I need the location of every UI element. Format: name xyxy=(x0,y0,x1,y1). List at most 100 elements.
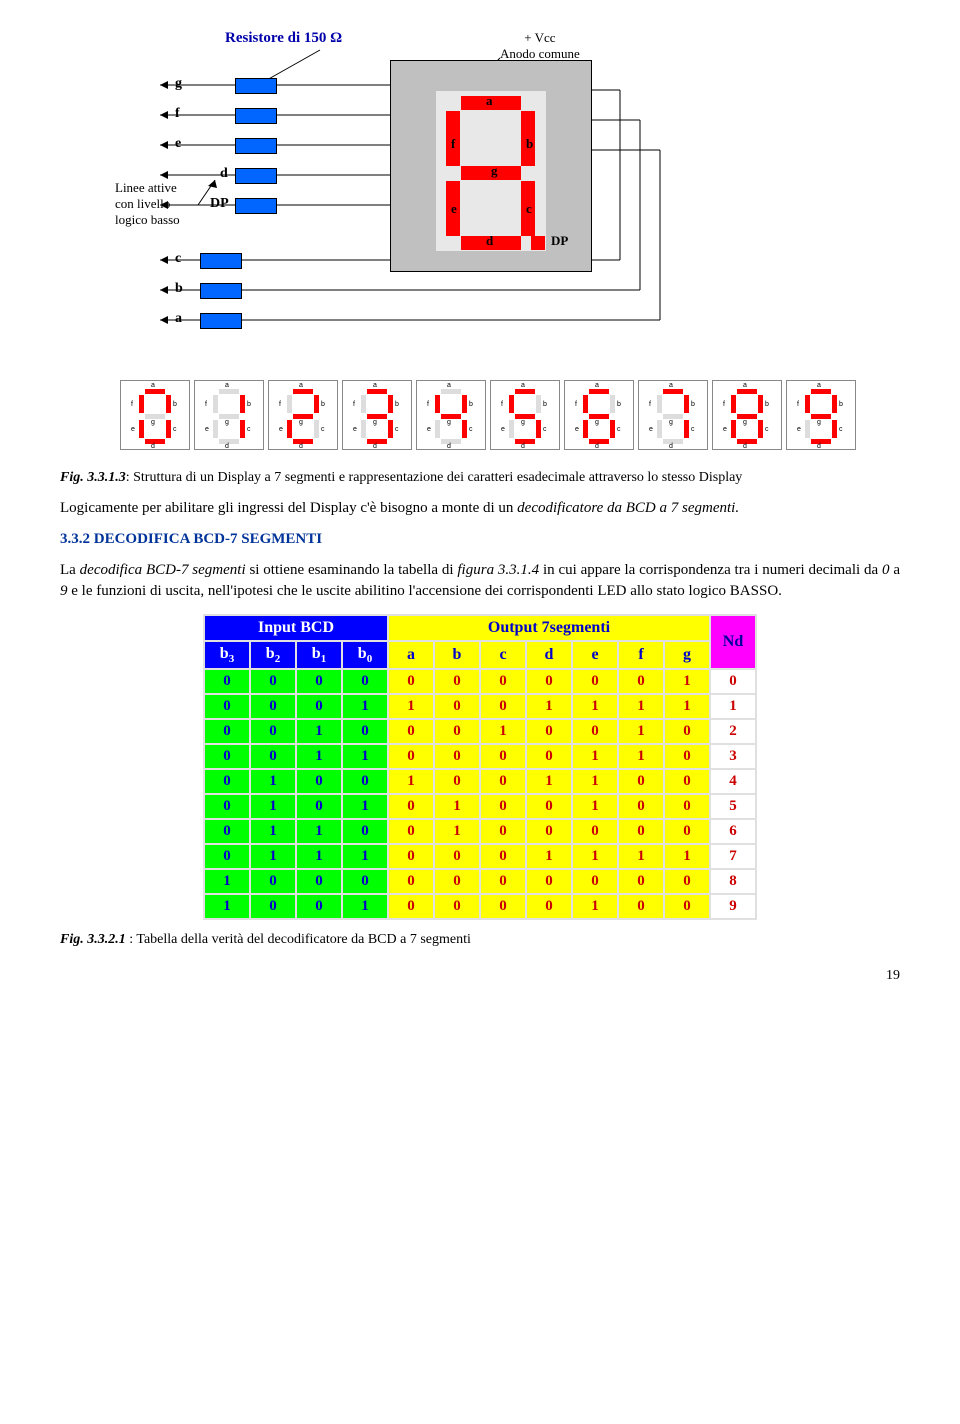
mini-seg-c xyxy=(684,420,689,438)
figure-caption-1: Fig. 3.3.1.3: Struttura di un Display a … xyxy=(60,470,900,486)
mini-seg-e xyxy=(361,420,366,438)
mini-seg-f xyxy=(435,395,440,413)
seg-label-dp: DP xyxy=(551,233,568,249)
figure-caption-2: Fig. 3.3.2.1 : Tabella della verità del … xyxy=(60,932,900,948)
mini-display-3: abcdefg xyxy=(342,380,412,450)
mini-seg-g xyxy=(145,414,165,419)
mini-seg-g xyxy=(515,414,535,419)
mini-seg-d xyxy=(441,439,461,444)
in-a: a xyxy=(175,311,182,327)
resistor-b xyxy=(200,283,242,299)
seg-label-g: g xyxy=(491,163,498,179)
mini-seg-b xyxy=(758,395,763,413)
in-g: g xyxy=(175,76,182,92)
mini-seg-b xyxy=(610,395,615,413)
mini-seg-d xyxy=(145,439,165,444)
mini-seg-d xyxy=(293,439,313,444)
mini-seg-a xyxy=(367,389,387,394)
mini-seg-d xyxy=(811,439,831,444)
truth-table: Input BCD Output 7segmenti Nd b3b2b1b0ab… xyxy=(203,614,757,920)
th-b: b xyxy=(434,641,480,669)
paragraph-2: La decodifica BCD-7 segmenti si ottiene … xyxy=(60,560,900,602)
resistor-dp xyxy=(235,198,277,214)
mini-seg-f xyxy=(583,395,588,413)
mini-seg-g xyxy=(811,414,831,419)
resistor-g xyxy=(235,78,277,94)
mini-seg-a xyxy=(515,389,535,394)
mini-display-2: abcdefg xyxy=(268,380,338,450)
resistor-d xyxy=(235,168,277,184)
mini-seg-g xyxy=(663,414,683,419)
table-row: 010101001005 xyxy=(204,794,756,819)
mini-seg-b xyxy=(240,395,245,413)
mini-seg-e xyxy=(213,420,218,438)
section-header: 3.3.2 DECODIFICA BCD-7 SEGMENTI xyxy=(60,531,900,548)
table-row: 011001000006 xyxy=(204,819,756,844)
in-b: b xyxy=(175,281,183,297)
mini-seg-f xyxy=(213,395,218,413)
page-number: 19 xyxy=(60,968,900,984)
segment-dp xyxy=(531,236,545,250)
mini-seg-a xyxy=(811,389,831,394)
mini-seg-e xyxy=(287,420,292,438)
mini-seg-d xyxy=(663,439,683,444)
th-nd-header: Nd xyxy=(710,615,756,669)
mini-seg-f xyxy=(657,395,662,413)
seven-segment-display: a f b g e c d DP xyxy=(390,60,592,272)
mini-seg-f xyxy=(139,395,144,413)
mini-seg-f xyxy=(731,395,736,413)
mini-display-7: abcdefg xyxy=(638,380,708,450)
seg-label-e: e xyxy=(451,201,457,217)
mini-seg-c xyxy=(388,420,393,438)
mini-seg-c xyxy=(610,420,615,438)
resistor-a xyxy=(200,313,242,329)
table-row: 010010011004 xyxy=(204,769,756,794)
mini-seg-f xyxy=(287,395,292,413)
resistor-f xyxy=(235,108,277,124)
mini-seg-a xyxy=(219,389,239,394)
th-e: e xyxy=(572,641,618,669)
mini-seg-b xyxy=(314,395,319,413)
th-b2: b2 xyxy=(250,641,296,669)
mini-display-4: abcdefg xyxy=(416,380,486,450)
mini-seg-d xyxy=(589,439,609,444)
mini-seg-a xyxy=(293,389,313,394)
seg-label-d: d xyxy=(486,233,493,249)
mini-seg-e xyxy=(435,420,440,438)
th-b3: b3 xyxy=(204,641,250,669)
mini-seg-a xyxy=(441,389,461,394)
mini-seg-e xyxy=(583,420,588,438)
table-row: 001100001103 xyxy=(204,744,756,769)
mini-seg-a xyxy=(663,389,683,394)
mini-seg-e xyxy=(657,420,662,438)
table-row: 001000100102 xyxy=(204,719,756,744)
mini-seg-c xyxy=(166,420,171,438)
paragraph-1: Logicamente per abilitare gli ingressi d… xyxy=(60,498,900,519)
mini-seg-g xyxy=(589,414,609,419)
mini-seg-e xyxy=(731,420,736,438)
mini-seg-g xyxy=(367,414,387,419)
mini-seg-f xyxy=(805,395,810,413)
seg-label-f: f xyxy=(451,136,455,152)
resistor-e xyxy=(235,138,277,154)
mini-display-6: abcdefg xyxy=(564,380,634,450)
mini-seg-d xyxy=(219,439,239,444)
mini-seg-a xyxy=(145,389,165,394)
mini-seg-c xyxy=(832,420,837,438)
mini-seg-b xyxy=(536,395,541,413)
mini-seg-a xyxy=(737,389,757,394)
mini-seg-c xyxy=(314,420,319,438)
th-output-header: Output 7segmenti xyxy=(388,615,710,641)
mini-seg-c xyxy=(240,420,245,438)
table-row: 000110011111 xyxy=(204,694,756,719)
mini-seg-b xyxy=(684,395,689,413)
mini-seg-b xyxy=(166,395,171,413)
in-f: f xyxy=(175,106,180,122)
mini-seg-g xyxy=(441,414,461,419)
mini-seg-b xyxy=(462,395,467,413)
mini-display-1: abcdefg xyxy=(194,380,264,450)
mini-display-9: abcdefg xyxy=(786,380,856,450)
th-g: g xyxy=(664,641,710,669)
in-c: c xyxy=(175,251,181,267)
mini-seg-g xyxy=(219,414,239,419)
